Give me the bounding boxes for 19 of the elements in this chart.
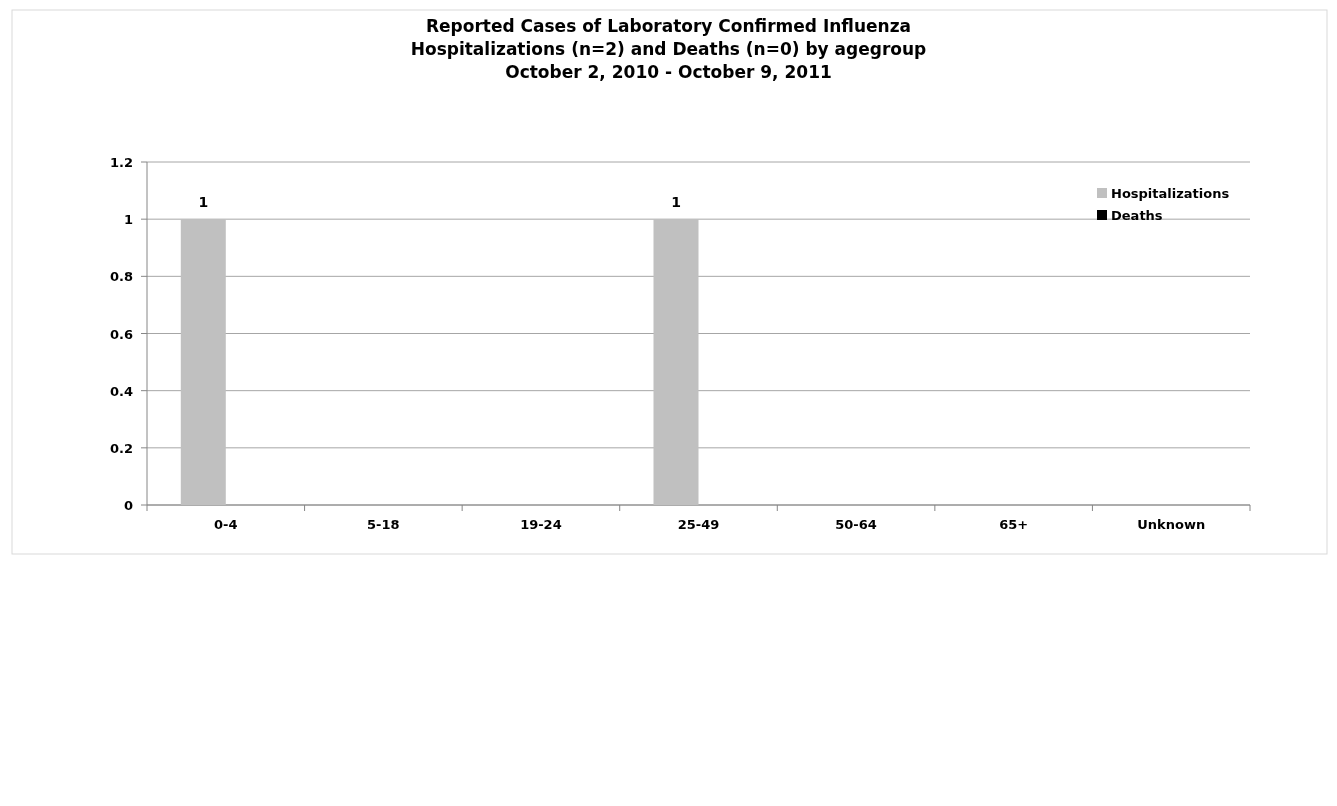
x-tick-label: 50-64	[835, 517, 877, 532]
x-tick-label: 5-18	[367, 517, 400, 532]
x-tick-label: 19-24	[520, 517, 562, 532]
chart-title: Reported Cases of Laboratory Confirmed Influenza Hospitalizations (n=2) and Deaths (n=0) by agegroup October 2, 2010 - October 9, 2011	[410, 16, 927, 82]
legend-label: Hospitalizations	[1111, 186, 1230, 201]
y-tick-label: 1.2	[109, 155, 133, 170]
y-tick-label: 0.4	[109, 383, 133, 399]
x-tick-label: 0-4	[214, 517, 238, 532]
x-tick-label: Unknown	[1137, 517, 1206, 532]
data-label: 1	[198, 194, 209, 211]
y-tick-label: 0.2	[109, 440, 133, 456]
x-tick-label: 65+	[999, 517, 1029, 532]
y-tick-label: 0	[123, 498, 133, 513]
y-tick-label: 0.8	[109, 269, 133, 285]
data-label: 1	[671, 194, 681, 211]
y-tick-label: 0.6	[109, 326, 133, 342]
y-tick-label: 1	[123, 212, 133, 228]
x-tick-label: 25-49	[677, 517, 720, 532]
legend-label: Deaths	[1111, 208, 1163, 223]
